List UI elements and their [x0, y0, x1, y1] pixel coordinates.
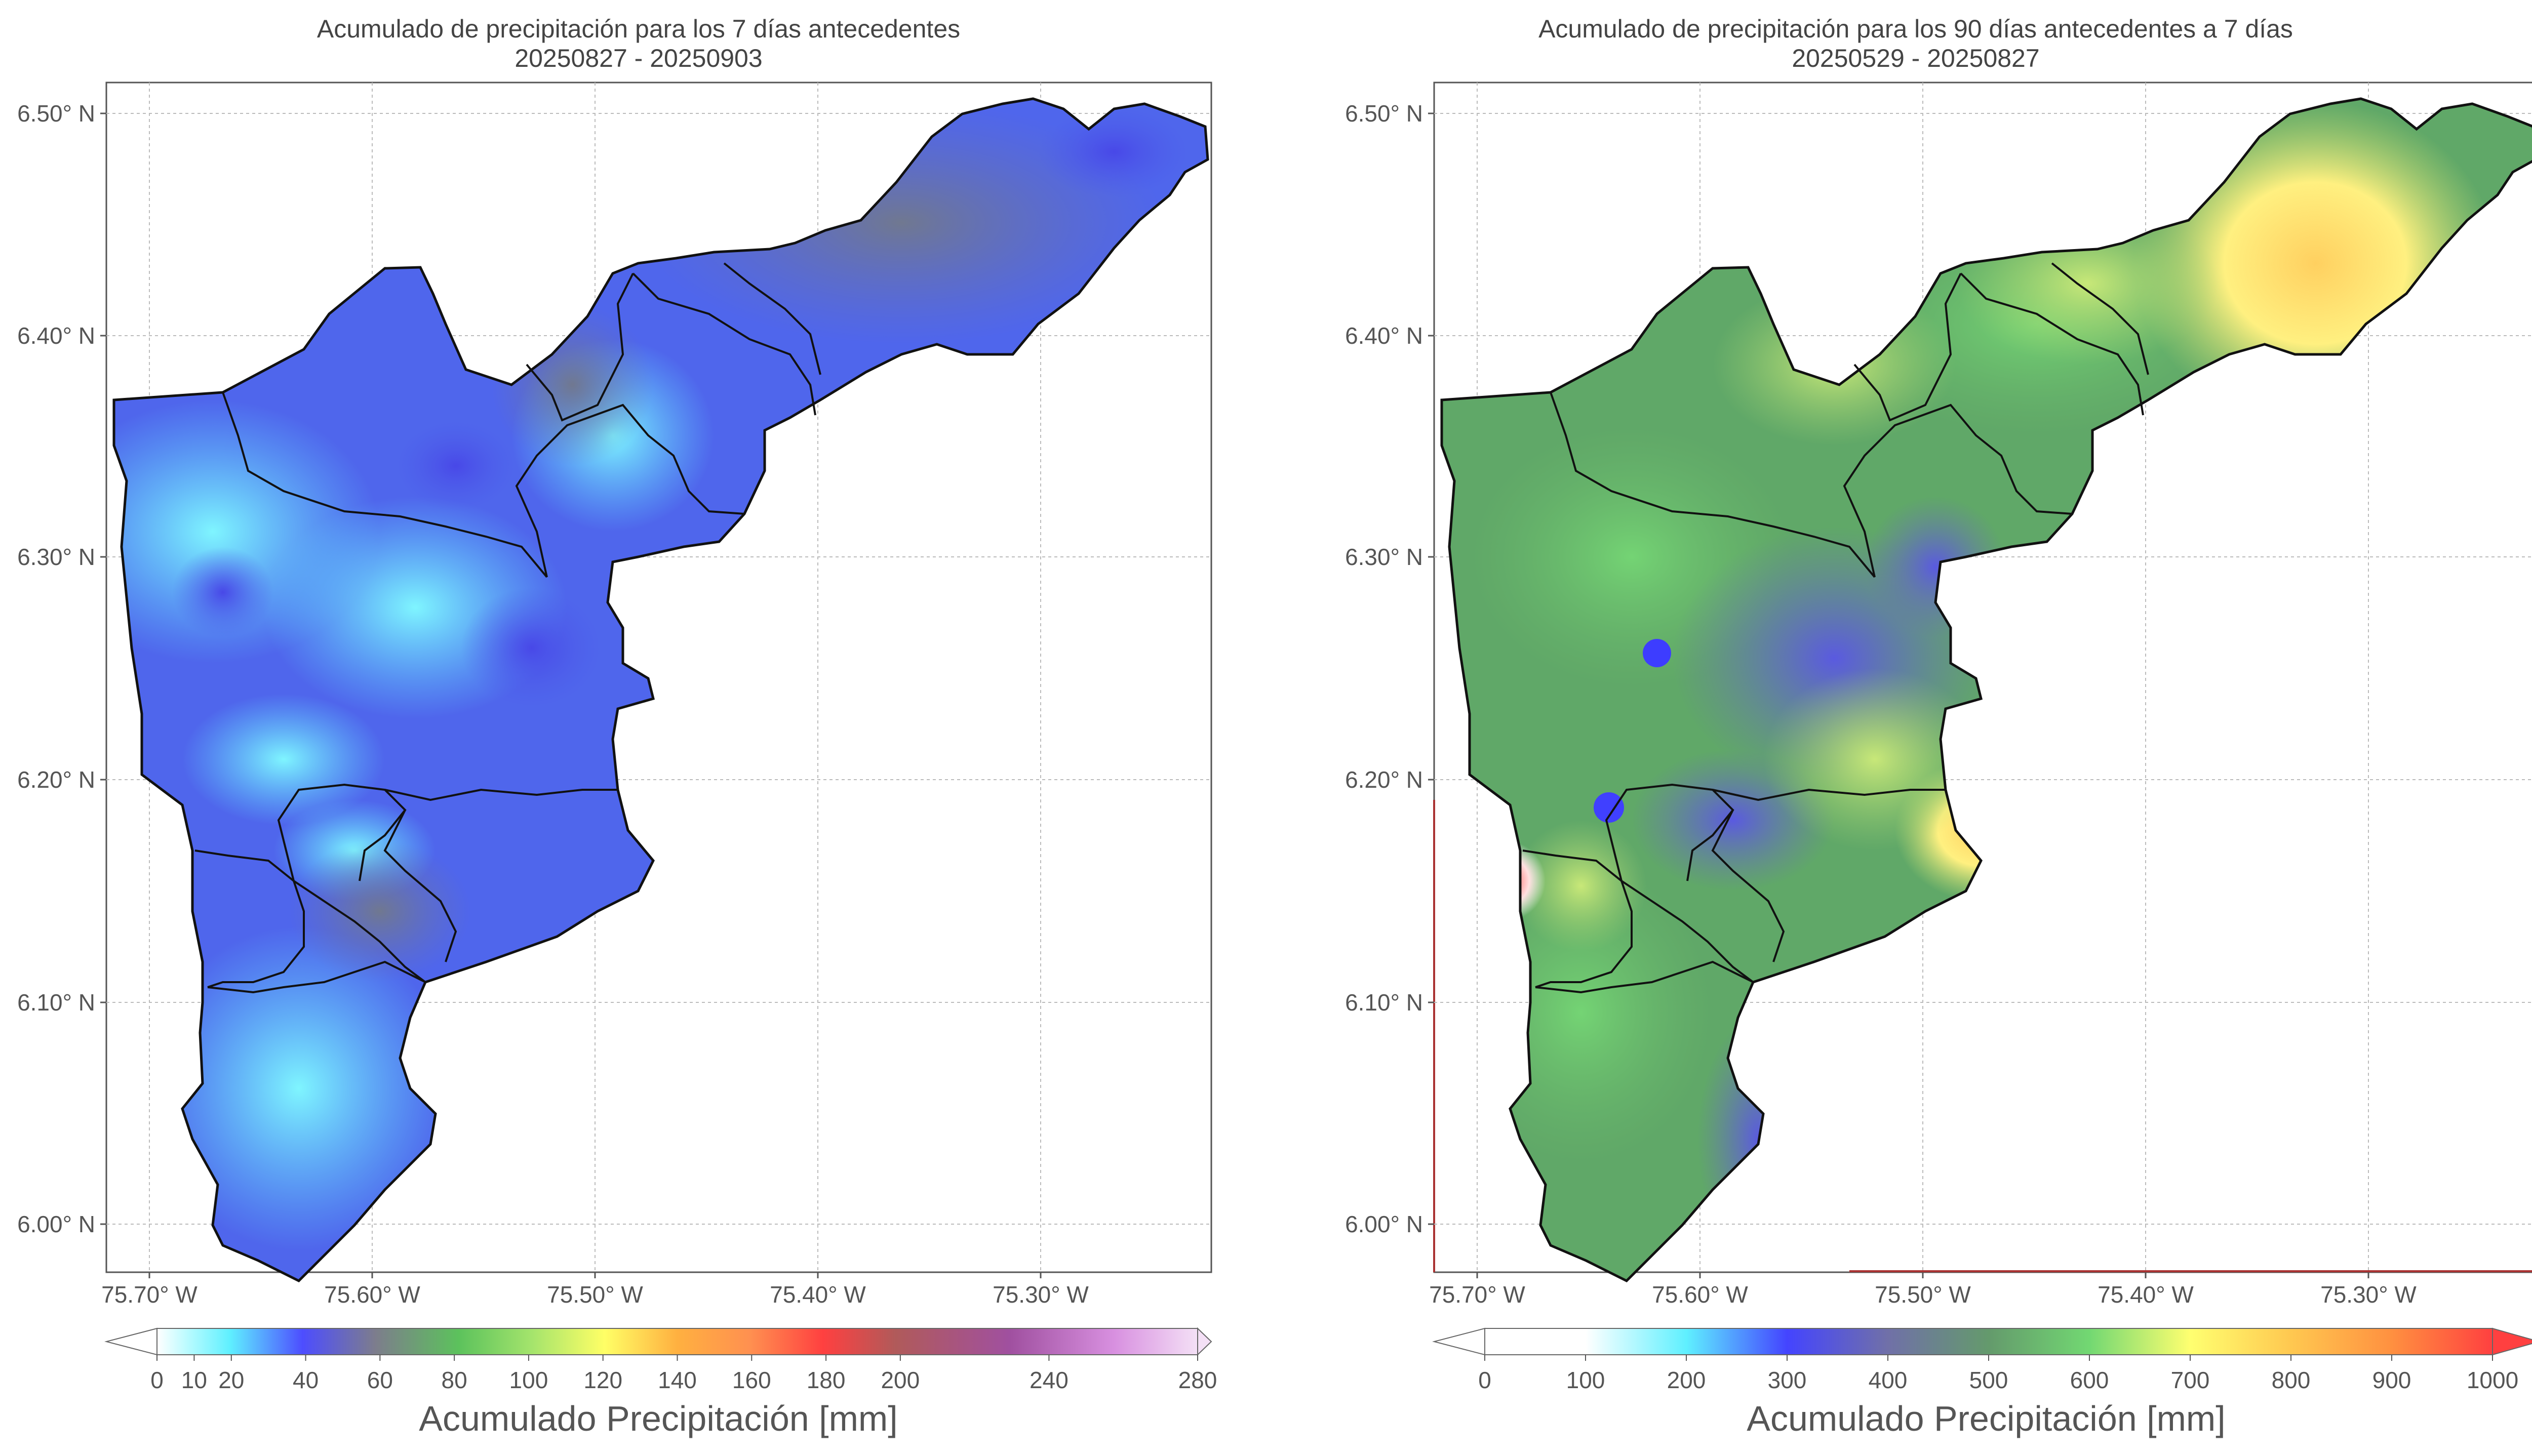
colorbar-tick-label: 900	[2372, 1367, 2411, 1393]
colorbar-tick-label: 200	[1667, 1367, 1706, 1393]
colorbar-90-day: 0 100 200 300 400 500 600 700 800 900 1000 Acumula…	[1432, 1327, 2532, 1438]
colorbar-tick-label: 180	[807, 1367, 846, 1393]
y-tick-label: 6.00° N	[1345, 1211, 1423, 1237]
panel-90-day: Acumulado de precipitación para los 90 d…	[1277, 0, 2532, 1456]
map-7-day: 6.50° N 6.40° N 6.30° N 6.20° N 6.10° N …	[17, 82, 1217, 1438]
x-tick-label: 75.40° W	[2098, 1281, 2194, 1308]
y-tick-label: 6.30° N	[17, 544, 95, 570]
x-axis-ticks: 75.70° W 75.60° W 75.50° W 75.40° W 75.3…	[101, 1272, 1089, 1308]
y-tick-label: 6.50° N	[1345, 100, 1423, 127]
x-tick-label: 75.30° W	[993, 1281, 1089, 1308]
y-tick-label: 6.20° N	[1345, 766, 1423, 793]
y-tick-label: 6.30° N	[1345, 544, 1423, 570]
municipal-boundaries	[1522, 262, 2149, 994]
y-axis-ticks: 6.50° N 6.40° N 6.30° N 6.20° N 6.10° N …	[1345, 100, 1434, 1237]
colorbar-tick-label: 100	[509, 1367, 548, 1393]
y-tick-label: 6.40° N	[1345, 322, 1423, 349]
x-tick-label: 75.30° W	[2320, 1281, 2417, 1308]
colorbar-tick-label: 300	[1768, 1367, 1807, 1393]
y-tick-label: 6.10° N	[1345, 989, 1423, 1016]
colorbar-min-extend	[104, 1327, 157, 1356]
colorbar-min-extend	[1432, 1327, 1485, 1356]
colorbar-tick-label: 120	[583, 1367, 622, 1393]
colorbar-tick-label: 40	[293, 1367, 319, 1393]
x-tick-label: 75.70° W	[1429, 1281, 1525, 1308]
colorbar-7-day: 0 10 20 40 60 80 100 120 140 160 180 200 240 280 Acum…	[104, 1327, 1217, 1438]
colorbar-tick-label: 1000	[2467, 1367, 2518, 1393]
title-line-1: Acumulado de precipitación para los 7 dí…	[316, 15, 961, 43]
colorbar-tick-label: 280	[1178, 1367, 1217, 1393]
panel-7-day: Acumulado de precipitación para los 7 dí…	[17, 15, 1217, 1438]
title-line-2: 20250529 - 20250827	[1792, 44, 2040, 72]
colorbar-tick-label: 600	[2070, 1367, 2109, 1393]
x-tick-label: 75.50° W	[547, 1281, 643, 1308]
colorbar-label: Acumulado Precipitación [mm]	[1747, 1399, 2225, 1438]
y-tick-label: 6.50° N	[17, 100, 95, 127]
x-tick-label: 75.70° W	[101, 1281, 197, 1308]
colorbar-tick-label: 0	[150, 1367, 164, 1393]
x-tick-label: 75.60° W	[324, 1281, 420, 1308]
colorbar-tick-label: 140	[658, 1367, 697, 1393]
colorbar-gradient	[157, 1328, 1198, 1355]
x-tick-label: 75.50° W	[1875, 1281, 1971, 1308]
y-tick-label: 6.10° N	[17, 989, 95, 1016]
y-tick-label: 6.00° N	[17, 1211, 95, 1237]
title-line-1: Acumulado de precipitación para los 90 d…	[1538, 15, 2293, 43]
colorbar-tick-label: 10	[181, 1367, 207, 1393]
colorbar-tick-label: 400	[1869, 1367, 1908, 1393]
x-tick-label: 75.60° W	[1652, 1281, 1748, 1308]
colorbar-tick-label: 800	[2272, 1367, 2311, 1393]
x-tick-label: 75.40° W	[770, 1281, 866, 1308]
colorbar-tick-label: 20	[218, 1367, 244, 1393]
colorbar-tick-label: 700	[2171, 1367, 2210, 1393]
colorbar-tick-label: 80	[442, 1367, 467, 1393]
municipal-boundaries	[194, 262, 821, 994]
y-tick-label: 6.40° N	[17, 322, 95, 349]
title-line-2: 20250827 - 20250903	[515, 44, 763, 72]
colorbar-max-extend	[1197, 1327, 1212, 1356]
colorbar-tick-label: 500	[1969, 1367, 2008, 1393]
colorbar-label: Acumulado Precipitación [mm]	[419, 1399, 897, 1438]
colorbar-tick-label: 0	[1478, 1367, 1491, 1393]
colorbar-max-extend	[2492, 1327, 2532, 1356]
y-tick-label: 6.20° N	[17, 766, 95, 793]
colorbar-gradient	[1485, 1328, 2493, 1355]
colorbar-tick-label: 160	[732, 1367, 771, 1393]
colorbar-tick-label: 200	[881, 1367, 920, 1393]
map-90-day: 6.50° N 6.40° N 6.30° N 6.20° N 6.10° N …	[1345, 82, 2532, 1438]
colorbar-tick-label: 100	[1566, 1367, 1605, 1393]
y-axis-ticks: 6.50° N 6.40° N 6.30° N 6.20° N 6.10° N …	[17, 100, 106, 1237]
colorbar-tick-label: 60	[367, 1367, 393, 1393]
x-axis-ticks: 75.70° W 75.60° W 75.50° W 75.40° W 75.3…	[1429, 1272, 2417, 1308]
colorbar-tick-label: 240	[1030, 1367, 1069, 1393]
